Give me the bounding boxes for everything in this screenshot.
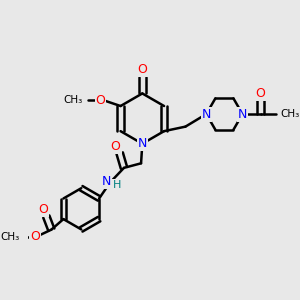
Text: O: O [137,63,147,76]
Text: CH₃: CH₃ [64,95,83,106]
Text: CH₃: CH₃ [280,109,299,119]
Text: CH₃: CH₃ [0,232,19,242]
Text: O: O [30,230,40,243]
Text: N: N [101,175,111,188]
Text: O: O [95,94,105,107]
Text: O: O [256,87,266,100]
Text: N: N [202,108,211,121]
Text: N: N [238,108,247,121]
Text: H: H [112,180,121,190]
Text: O: O [111,140,121,153]
Text: O: O [38,203,48,216]
Text: N: N [138,137,147,150]
